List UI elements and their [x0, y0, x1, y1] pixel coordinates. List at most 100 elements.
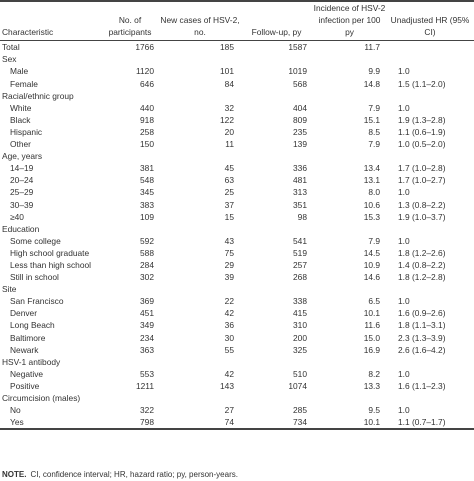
table-header: Characteristic No. of participants New c…: [0, 0, 474, 42]
footnote-label: NOTE.: [2, 470, 27, 479]
footnote-text: CI, confidence interval; HR, hazard rati…: [30, 470, 238, 479]
followup-cell: 541: [293, 235, 307, 246]
hr-cell: 1.0: [398, 368, 410, 379]
participants-cell: 553: [140, 368, 154, 379]
new-cases-cell: 29: [224, 259, 234, 270]
participants-cell: 592: [140, 235, 154, 246]
followup-cell: 415: [293, 308, 307, 319]
table-row: White 440 32 404 7.9 1.0: [0, 102, 474, 114]
row-label: High school graduate: [10, 247, 90, 258]
group-header-row: Age, years: [0, 150, 474, 162]
table-row: San Francisco 369 22 338 6.5 1.0: [0, 295, 474, 307]
new-cases-cell: 42: [224, 368, 234, 379]
new-cases-cell: 43: [224, 235, 234, 246]
group-header-row: Education: [0, 223, 474, 235]
hr-cell: 1.1 (0.6–1.9): [398, 126, 446, 137]
row-label: Total: [2, 42, 20, 53]
hr-cell: 1.4 (0.8–2.2): [398, 259, 446, 270]
hr-cell: 1.0: [398, 66, 410, 77]
row-label: 20–24: [10, 175, 34, 186]
followup-cell: 568: [293, 78, 307, 89]
row-label: Baltimore: [10, 332, 46, 343]
group-label: Racial/ethnic group: [2, 90, 74, 101]
followup-cell: 1074: [288, 380, 307, 391]
incidence-cell: 14.8: [363, 78, 380, 89]
hsv2-incidence-table: Characteristic No. of participants New c…: [0, 0, 474, 431]
followup-cell: 285: [293, 405, 307, 416]
row-label: Newark: [10, 344, 39, 355]
header-characteristic: Characteristic: [0, 2, 100, 42]
hr-cell: 1.0: [398, 187, 410, 198]
new-cases-cell: 45: [224, 163, 234, 174]
followup-cell: 200: [293, 332, 307, 343]
hr-cell: 1.8 (1.1–3.1): [398, 320, 446, 331]
new-cases-cell: 11: [225, 139, 234, 150]
followup-cell: 404: [293, 102, 307, 113]
incidence-cell: 9.5: [368, 405, 380, 416]
table-row: 14–19 381 45 336 13.4 1.7 (1.0–2.8): [0, 162, 474, 174]
table-row: Some college 592 43 541 7.9 1.0: [0, 235, 474, 247]
group-label: Circumcision (males): [2, 393, 81, 403]
incidence-cell: 13.4: [363, 163, 380, 174]
row-label: Other: [10, 139, 31, 150]
group-header-row: Circumcision (males): [0, 392, 474, 404]
participants-cell: 1120: [135, 66, 154, 77]
hr-cell: 1.3 (0.8–2.2): [398, 199, 446, 210]
row-label: 25–29: [10, 187, 34, 198]
group-label: Site: [2, 284, 17, 295]
table-row: Negative 553 42 510 8.2 1.0: [0, 368, 474, 380]
followup-cell: 809: [293, 114, 307, 125]
followup-cell: 1019: [288, 66, 307, 77]
followup-cell: 313: [293, 187, 307, 198]
row-label: No: [10, 405, 21, 416]
table-row: Less than high school 284 29 257 10.9 1.4 (0.…: [0, 259, 474, 271]
hr-cell: 1.0: [398, 102, 410, 113]
incidence-cell: 10.1: [313, 416, 386, 431]
participants-cell: 383: [140, 199, 154, 210]
new-cases-cell: 39: [224, 272, 234, 283]
new-cases-cell: 84: [224, 78, 234, 89]
table-row: Positive 1211 143 1074 13.3 1.6 (1.1–2.3): [0, 380, 474, 392]
row-label: Hispanic: [10, 126, 43, 137]
new-cases-cell: 15: [224, 211, 234, 222]
table-row: Long Beach 349 36 310 11.6 1.8 (1.1–3.1): [0, 319, 474, 331]
participants-cell: 258: [140, 126, 154, 137]
hr-cell: 1.9 (1.0–3.7): [398, 211, 446, 222]
incidence-cell: 15.0: [363, 332, 380, 343]
new-cases-cell: 42: [224, 308, 234, 319]
followup-cell: 310: [293, 320, 307, 331]
followup-cell: 338: [293, 296, 307, 307]
header-new-cases: New cases of HSV-2, no.: [160, 2, 240, 42]
new-cases-cell: 185: [220, 42, 234, 53]
table-row: Denver 451 42 415 10.1 1.6 (0.9–2.6): [0, 307, 474, 319]
participants-cell: 548: [140, 175, 154, 186]
new-cases-cell: 122: [220, 114, 234, 125]
table-row: Newark 363 55 325 16.9 2.6 (1.6–4.2): [0, 344, 474, 356]
participants-cell: 363: [140, 344, 154, 355]
participants-cell: 109: [140, 211, 154, 222]
header-participants: No. of participants: [100, 2, 160, 42]
participants-cell: 349: [140, 320, 154, 331]
table-row: Baltimore 234 30 200 15.0 2.3 (1.3–3.9): [0, 332, 474, 344]
group-label: Sex: [2, 54, 17, 65]
row-label: Denver: [10, 308, 37, 319]
incidence-cell: 14.5: [363, 247, 380, 258]
new-cases-cell: 101: [220, 66, 234, 77]
table-row: 20–24 548 63 481 13.1 1.7 (1.0–2.7): [0, 174, 474, 186]
table-row: Black 918 122 809 15.1 1.9 (1.3–2.8): [0, 114, 474, 126]
participants-cell: 234: [140, 332, 154, 343]
hr-cell: 1.0: [398, 296, 410, 307]
followup-cell: 257: [293, 259, 307, 270]
followup-cell: 98: [297, 211, 307, 222]
new-cases-cell: 25: [224, 187, 234, 198]
followup-cell: 139: [293, 139, 307, 150]
incidence-cell: 8.0: [368, 187, 380, 198]
group-label: Education: [2, 223, 40, 234]
table-footnote: NOTE. CI, confidence interval; HR, hazard…: [2, 470, 238, 480]
row-label: Negative: [10, 368, 44, 379]
row-label: Some college: [10, 235, 61, 246]
table-row: Still in school 302 39 268 14.6 1.8 (1.2–2.8): [0, 271, 474, 283]
participants-cell: 345: [140, 187, 154, 198]
row-label: Female: [10, 78, 38, 89]
participants-cell: 322: [140, 405, 154, 416]
